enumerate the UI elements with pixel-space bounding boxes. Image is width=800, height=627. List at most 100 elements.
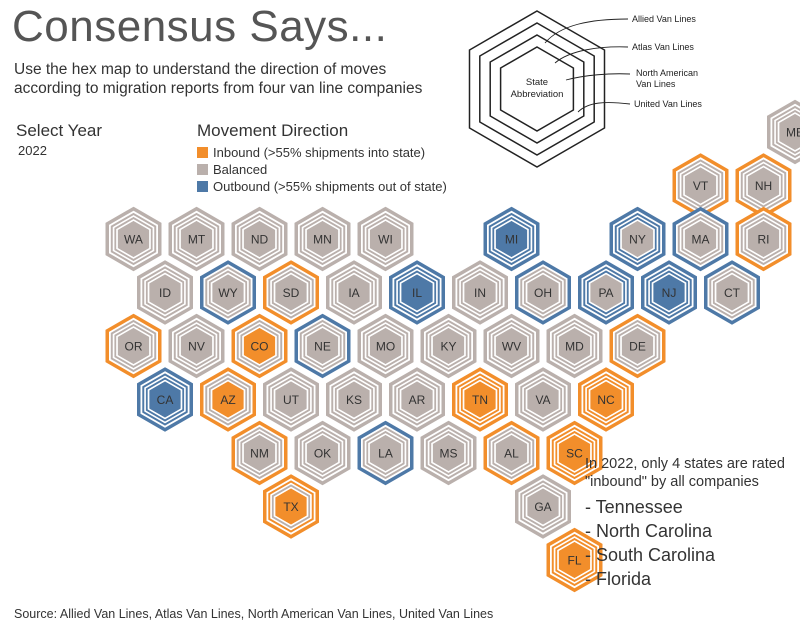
state-ring-gap xyxy=(116,219,151,259)
state-hex-ny[interactable]: NY xyxy=(609,206,666,272)
state-hex-ca[interactable]: CA xyxy=(137,367,193,432)
state-hex-az[interactable]: AZ xyxy=(200,367,256,432)
state-ring-gap xyxy=(179,219,214,259)
state-ring-gap xyxy=(707,264,757,321)
key-leader-allied xyxy=(544,18,629,44)
state-hex-in[interactable]: IN xyxy=(452,260,508,325)
state-ring-1 xyxy=(105,206,162,272)
state-hex-mi[interactable]: MI xyxy=(483,206,540,272)
state-hex-vt[interactable]: VT xyxy=(672,153,729,218)
state-ring-3 xyxy=(744,216,783,262)
state-ring-1 xyxy=(578,260,634,325)
state-hex-nj[interactable]: NJ xyxy=(641,260,697,325)
state-ring-4 xyxy=(212,274,244,311)
legend-swatch-outbound xyxy=(197,181,208,192)
state-hex-ut[interactable]: UT xyxy=(263,367,319,432)
state-hex-me[interactable]: ME xyxy=(767,99,800,165)
state-hex-ky[interactable]: KY xyxy=(420,313,477,379)
state-ring-gap xyxy=(742,215,785,263)
state-hex-ne[interactable]: NE xyxy=(294,313,351,379)
state-hex-co[interactable]: CO xyxy=(231,313,288,379)
state-hex-pa[interactable]: PA xyxy=(578,260,634,325)
source-note: Source: Allied Van Lines, Atlas Van Line… xyxy=(14,607,494,621)
state-label: NY xyxy=(629,233,646,247)
state-ring-gap xyxy=(273,272,309,313)
state-hex-il[interactable]: IL xyxy=(389,260,445,325)
state-ring-1 xyxy=(105,313,162,379)
state-ring-gap xyxy=(581,264,631,321)
state-hex-mo[interactable]: MO xyxy=(357,313,414,379)
state-hex-wi[interactable]: WI xyxy=(357,206,414,272)
state-ring-gap xyxy=(207,268,249,317)
state-ring-3 xyxy=(523,377,563,422)
state-label: IA xyxy=(348,286,359,300)
state-ring-4 xyxy=(369,327,402,365)
state-hex-ia[interactable]: IA xyxy=(326,260,382,325)
state-hex-nd[interactable]: ND xyxy=(231,206,288,272)
state-ring-gap xyxy=(777,112,800,152)
note-text: In 2022, only 4 states are rated "inboun… xyxy=(585,456,785,490)
state-hex-ok[interactable]: OK xyxy=(294,420,351,486)
state-hex-ga[interactable]: GA xyxy=(515,474,571,539)
select-year-dropdown[interactable]: 2022 xyxy=(18,143,47,158)
state-label: MD xyxy=(565,340,584,354)
state-hex-wy[interactable]: WY xyxy=(200,260,256,325)
state-hex-ma[interactable]: MA xyxy=(672,206,729,272)
state-hex-tx[interactable]: TX xyxy=(263,474,319,539)
state-ring-1 xyxy=(515,474,571,539)
state-hex-nv[interactable]: NV xyxy=(168,313,225,379)
state-hex-md[interactable]: MD xyxy=(546,313,603,379)
note-item-north-carolina: - North Carolina xyxy=(585,521,713,541)
state-ring-2 xyxy=(110,212,157,266)
state-ring-1 xyxy=(735,206,792,272)
state-hex-sd[interactable]: SD xyxy=(263,260,319,325)
state-label: CA xyxy=(157,393,174,407)
state-hex-mn[interactable]: MN xyxy=(294,206,351,272)
state-label: TN xyxy=(472,393,488,407)
state-ring-gap xyxy=(364,429,407,477)
state-hex-ri[interactable]: RI xyxy=(735,206,792,272)
state-ring-gap xyxy=(175,322,218,370)
state-hex-nm[interactable]: NM xyxy=(231,420,288,486)
state-ring-gap xyxy=(298,317,347,375)
state-label: NM xyxy=(250,447,269,461)
state-hex-id[interactable]: ID xyxy=(137,260,193,325)
state-hex-va[interactable]: VA xyxy=(515,367,571,432)
state-ring-1 xyxy=(357,206,414,272)
state-hex-de[interactable]: DE xyxy=(609,313,666,379)
state-ring-3 xyxy=(555,323,594,369)
state-ring-4 xyxy=(684,167,717,204)
state-ring-gap xyxy=(329,371,379,428)
state-ring-3 xyxy=(492,216,531,262)
state-hex-wv[interactable]: WV xyxy=(483,313,540,379)
state-hex-ct[interactable]: CT xyxy=(704,260,760,325)
state-ring-3 xyxy=(145,270,185,315)
state-hex-fl[interactable]: FL xyxy=(546,527,603,593)
state-ring-gap xyxy=(361,210,410,268)
state-ring-4 xyxy=(306,220,339,258)
state-label: AL xyxy=(504,447,519,461)
state-ring-4 xyxy=(401,274,433,311)
state-hex-or[interactable]: OR xyxy=(105,313,162,379)
key-label-atlas: Atlas Van Lines xyxy=(632,42,694,52)
state-hex-nc[interactable]: NC xyxy=(578,367,634,432)
state-hex-la[interactable]: LA xyxy=(357,420,414,486)
state-hex-oh[interactable]: OH xyxy=(515,260,571,325)
state-hex-ms[interactable]: MS xyxy=(420,420,477,486)
state-hex-mt[interactable]: MT xyxy=(168,206,225,272)
state-ring-gap xyxy=(301,215,344,263)
state-ring-2 xyxy=(362,426,409,480)
state-hex-sc[interactable]: SC xyxy=(546,420,603,486)
state-hex-al[interactable]: AL xyxy=(483,420,540,486)
state-label: MT xyxy=(188,233,206,247)
state-hex-wa[interactable]: WA xyxy=(105,206,162,272)
state-ring-2 xyxy=(268,266,314,319)
legend-item-balanced[interactable]: Balanced xyxy=(197,161,447,178)
state-hex-ks[interactable]: KS xyxy=(326,367,382,432)
state-hex-nh[interactable]: NH xyxy=(735,153,792,218)
state-hex-tn[interactable]: TN xyxy=(452,367,508,432)
legend-item-outbound[interactable]: Outbound (>55% shipments out of state) xyxy=(197,178,447,195)
legend-item-inbound[interactable]: Inbound (>55% shipments into state) xyxy=(197,144,447,161)
state-ring-gap xyxy=(427,429,470,477)
state-hex-ar[interactable]: AR xyxy=(389,367,445,432)
